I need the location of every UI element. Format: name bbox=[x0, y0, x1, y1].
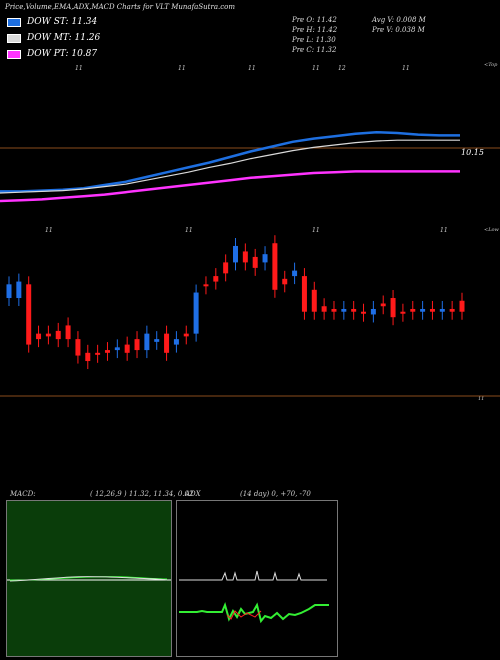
macd-signal-line bbox=[9, 576, 168, 582]
tick-labels: 11 11 11 11 12 11 11 11 11 11 bbox=[45, 65, 448, 234]
candle-body bbox=[134, 339, 140, 351]
candle-body bbox=[400, 311, 406, 314]
ema-lines bbox=[0, 130, 460, 203]
price-chart: 11 11 11 11 12 11 11 11 11 11 bbox=[0, 65, 500, 397]
ema-line-2 bbox=[0, 170, 460, 203]
macd-panel bbox=[6, 500, 172, 657]
candle-body bbox=[36, 333, 42, 340]
tick-label-top: 11 bbox=[312, 65, 320, 72]
legend-item-mt: DOW MT: 11.26 bbox=[7, 33, 100, 43]
candle-body bbox=[26, 284, 32, 345]
legend-item-st: DOW ST: 11.34 bbox=[7, 17, 97, 27]
tick-label-top: 11 bbox=[248, 65, 256, 72]
candle-body bbox=[164, 333, 170, 353]
prev-high: Pre H: 11.42 bbox=[292, 26, 338, 34]
ema-line-1 bbox=[0, 139, 460, 194]
candle-body bbox=[233, 245, 238, 263]
candle-body bbox=[6, 284, 12, 299]
tick-label-low: 11 bbox=[440, 227, 448, 234]
candle-body bbox=[282, 278, 288, 285]
adx-params: (14 day) 0, +70, -70 bbox=[240, 490, 311, 498]
candle-body bbox=[272, 243, 278, 290]
macd-params: ( 12,26,9 ) 11.32, 11.34, 0.02 bbox=[90, 490, 194, 498]
macd-svg bbox=[7, 576, 171, 582]
tick-label-top: 11 bbox=[75, 65, 83, 72]
candle-body bbox=[124, 344, 130, 353]
candle-body bbox=[193, 292, 199, 334]
candle-body bbox=[65, 325, 71, 340]
candle-body bbox=[223, 262, 229, 274]
candle-body bbox=[183, 333, 189, 337]
legend-swatch-pt bbox=[7, 49, 21, 59]
candle-body bbox=[459, 300, 465, 312]
adx-label: ADX bbox=[185, 490, 201, 498]
candle-body bbox=[55, 330, 61, 340]
avg-volume: Avg V: 0.008 M bbox=[372, 16, 426, 24]
candle-body bbox=[203, 284, 209, 287]
tick-label-low: 11 bbox=[185, 227, 193, 234]
price-label: 10.15 bbox=[461, 148, 484, 157]
candle-body bbox=[439, 308, 445, 312]
prev-open: Pre O: 11.42 bbox=[292, 16, 337, 24]
tick-label-top: 11 bbox=[402, 65, 410, 72]
legend-item-pt: DOW PT: 10.87 bbox=[7, 49, 97, 59]
low-label: <Low bbox=[484, 227, 499, 233]
candle-body bbox=[95, 352, 101, 355]
candle-body bbox=[154, 339, 160, 342]
adx-panel bbox=[176, 500, 338, 657]
ema-line-0 bbox=[0, 130, 460, 193]
candle-body bbox=[213, 276, 219, 282]
prev-volume: Pre V: 0.038 M bbox=[372, 26, 425, 34]
legend-label-st: DOW ST: 11.34 bbox=[27, 17, 98, 27]
candle-body bbox=[301, 276, 307, 312]
candle-body bbox=[16, 281, 22, 299]
candle-body bbox=[114, 347, 120, 351]
candle-body bbox=[75, 339, 81, 356]
candle-body bbox=[380, 303, 386, 307]
adx-line bbox=[179, 570, 327, 581]
tick-label-low: 11 bbox=[312, 227, 320, 234]
level-label: 11 bbox=[478, 396, 485, 402]
candle-body bbox=[242, 251, 248, 263]
candle-body bbox=[331, 308, 337, 312]
prev-low: Pre L: 11.30 bbox=[292, 36, 336, 44]
candle-body bbox=[449, 308, 455, 312]
chart-title: Price,Volume,EMA,ADX,MACD Charts for VLT… bbox=[5, 3, 235, 11]
legend-swatch-st bbox=[7, 17, 21, 27]
candle-body bbox=[85, 352, 91, 362]
candle-body bbox=[321, 306, 327, 312]
candle-body bbox=[429, 308, 435, 312]
legend-swatch-mt bbox=[7, 33, 21, 43]
candle-body bbox=[262, 254, 268, 263]
candles bbox=[6, 235, 465, 370]
candle-body bbox=[420, 308, 426, 312]
tick-label-top: 11 bbox=[178, 65, 186, 72]
candle-body bbox=[410, 308, 416, 312]
candle-body bbox=[361, 311, 367, 314]
candle-body bbox=[390, 298, 396, 318]
adx-svg bbox=[179, 570, 329, 624]
legend-label-mt: DOW MT: 11.26 bbox=[27, 33, 101, 43]
tick-label-top: 12 bbox=[338, 65, 346, 72]
adx-di-line bbox=[179, 602, 329, 624]
candle-body bbox=[45, 333, 51, 337]
prev-close: Pre C: 11.32 bbox=[292, 46, 337, 54]
candle-body bbox=[104, 350, 110, 353]
adx-neg-di-line bbox=[226, 610, 262, 620]
candle-body bbox=[173, 339, 179, 345]
macd-label: MACD: bbox=[10, 490, 36, 498]
candle-body bbox=[144, 333, 150, 351]
legend-label-pt: DOW PT: 10.87 bbox=[27, 49, 98, 59]
candle-body bbox=[341, 308, 347, 312]
candle-body bbox=[292, 270, 298, 277]
candle-body bbox=[370, 308, 376, 315]
candle-body bbox=[252, 256, 258, 268]
candle-body bbox=[351, 308, 357, 312]
top-label: <Top bbox=[484, 62, 498, 68]
candle-body bbox=[311, 289, 317, 312]
tick-label-low: 11 bbox=[45, 227, 53, 234]
